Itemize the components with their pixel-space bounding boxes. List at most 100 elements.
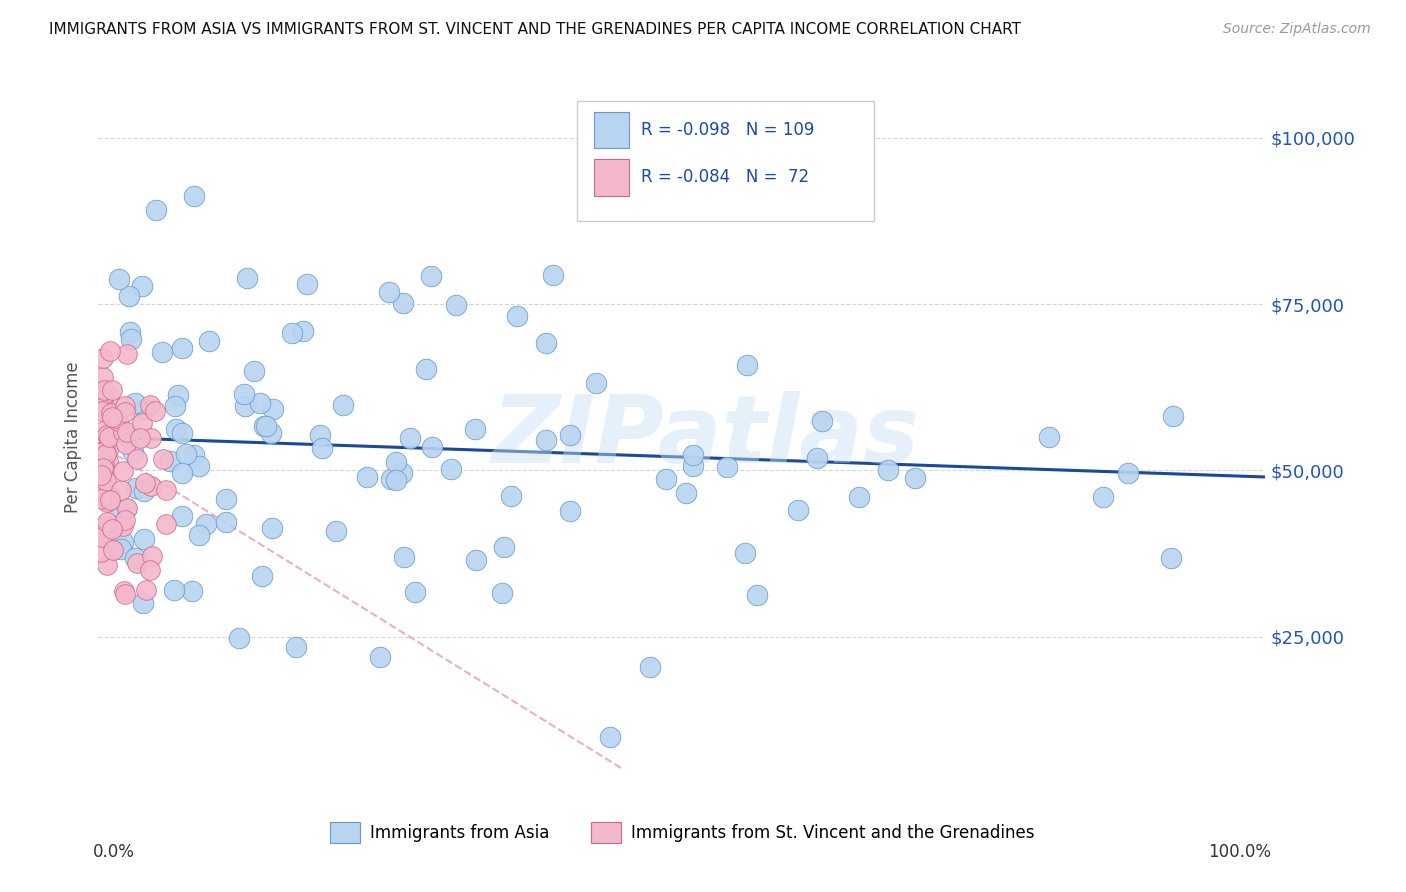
Point xyxy=(112,584,135,599)
Text: 0.0%: 0.0% xyxy=(93,843,135,861)
Point xyxy=(97,442,120,457)
Point xyxy=(134,476,156,491)
Point xyxy=(745,588,768,602)
Point xyxy=(91,424,114,438)
Point xyxy=(115,502,138,516)
Point xyxy=(228,631,250,645)
Point xyxy=(599,731,621,745)
Point xyxy=(139,563,162,577)
Point xyxy=(114,405,136,419)
Point xyxy=(93,481,115,495)
Point xyxy=(93,389,115,403)
Point xyxy=(183,189,205,203)
Point xyxy=(152,451,174,466)
Point xyxy=(124,395,146,409)
Point xyxy=(93,443,115,458)
Point xyxy=(131,416,153,430)
Point xyxy=(155,483,177,497)
Point xyxy=(392,295,415,310)
Point xyxy=(163,399,186,413)
Point xyxy=(96,494,118,508)
Point xyxy=(121,445,143,459)
Point xyxy=(90,545,112,559)
Point xyxy=(311,441,333,455)
Point xyxy=(117,430,139,444)
Point xyxy=(494,541,516,555)
Point xyxy=(96,558,118,572)
Point xyxy=(97,389,120,403)
Point xyxy=(243,364,266,378)
Point xyxy=(638,660,661,674)
FancyBboxPatch shape xyxy=(595,159,630,195)
Point xyxy=(188,458,211,473)
Point xyxy=(91,370,114,384)
Point xyxy=(93,461,115,475)
Point xyxy=(250,568,273,582)
Point xyxy=(254,418,277,433)
Point xyxy=(877,462,900,476)
Point xyxy=(134,401,156,416)
Point xyxy=(96,427,118,442)
Point xyxy=(101,410,124,425)
Point xyxy=(135,583,157,598)
Point xyxy=(465,553,488,567)
Point xyxy=(170,426,193,441)
Point xyxy=(236,271,259,285)
Point xyxy=(499,489,522,503)
Text: IMMIGRANTS FROM ASIA VS IMMIGRANTS FROM ST. VINCENT AND THE GRENADINES PER CAPIT: IMMIGRANTS FROM ASIA VS IMMIGRANTS FROM … xyxy=(49,22,1021,37)
Point xyxy=(187,528,209,542)
Point xyxy=(380,473,402,487)
Point xyxy=(377,285,399,299)
Point xyxy=(675,486,697,500)
Point xyxy=(90,530,112,544)
Point xyxy=(1116,467,1139,481)
Point xyxy=(107,414,129,428)
Point xyxy=(101,383,124,397)
Point xyxy=(534,336,557,351)
Point xyxy=(93,524,115,539)
Point xyxy=(398,431,420,445)
Point xyxy=(125,556,148,570)
Point xyxy=(111,425,134,439)
Legend: Immigrants from Asia, Immigrants from St. Vincent and the Grenadines: Immigrants from Asia, Immigrants from St… xyxy=(323,815,1040,849)
Point xyxy=(96,474,118,488)
Point xyxy=(260,425,283,440)
Point xyxy=(183,448,205,462)
Point xyxy=(132,483,155,498)
Point xyxy=(440,462,463,476)
Point xyxy=(170,508,193,523)
Point xyxy=(90,401,112,415)
Point xyxy=(125,451,148,466)
Point xyxy=(786,503,808,517)
Point xyxy=(806,451,828,466)
Text: Source: ZipAtlas.com: Source: ZipAtlas.com xyxy=(1223,22,1371,37)
Point xyxy=(100,344,122,359)
Point xyxy=(100,522,122,536)
Point xyxy=(682,448,704,462)
Point xyxy=(170,466,193,480)
Point xyxy=(1161,409,1184,424)
Point xyxy=(491,586,513,600)
Point xyxy=(91,404,114,418)
Point xyxy=(145,203,167,218)
Point xyxy=(233,399,256,413)
Point xyxy=(90,467,112,482)
Point xyxy=(163,583,186,598)
Point xyxy=(114,513,136,527)
Point xyxy=(114,399,136,413)
Point xyxy=(91,384,114,399)
Point xyxy=(93,458,115,472)
Text: R = -0.098   N = 109: R = -0.098 N = 109 xyxy=(641,121,814,139)
Point xyxy=(139,478,162,492)
Point xyxy=(167,388,190,402)
Y-axis label: Per Capita Income: Per Capita Income xyxy=(65,361,83,513)
Point xyxy=(215,491,238,506)
Point xyxy=(420,268,443,283)
Point xyxy=(174,447,197,461)
Point xyxy=(444,297,467,311)
Point xyxy=(94,519,117,533)
Point xyxy=(325,524,347,539)
Point xyxy=(139,431,162,445)
Point xyxy=(195,517,218,532)
FancyBboxPatch shape xyxy=(576,101,875,221)
